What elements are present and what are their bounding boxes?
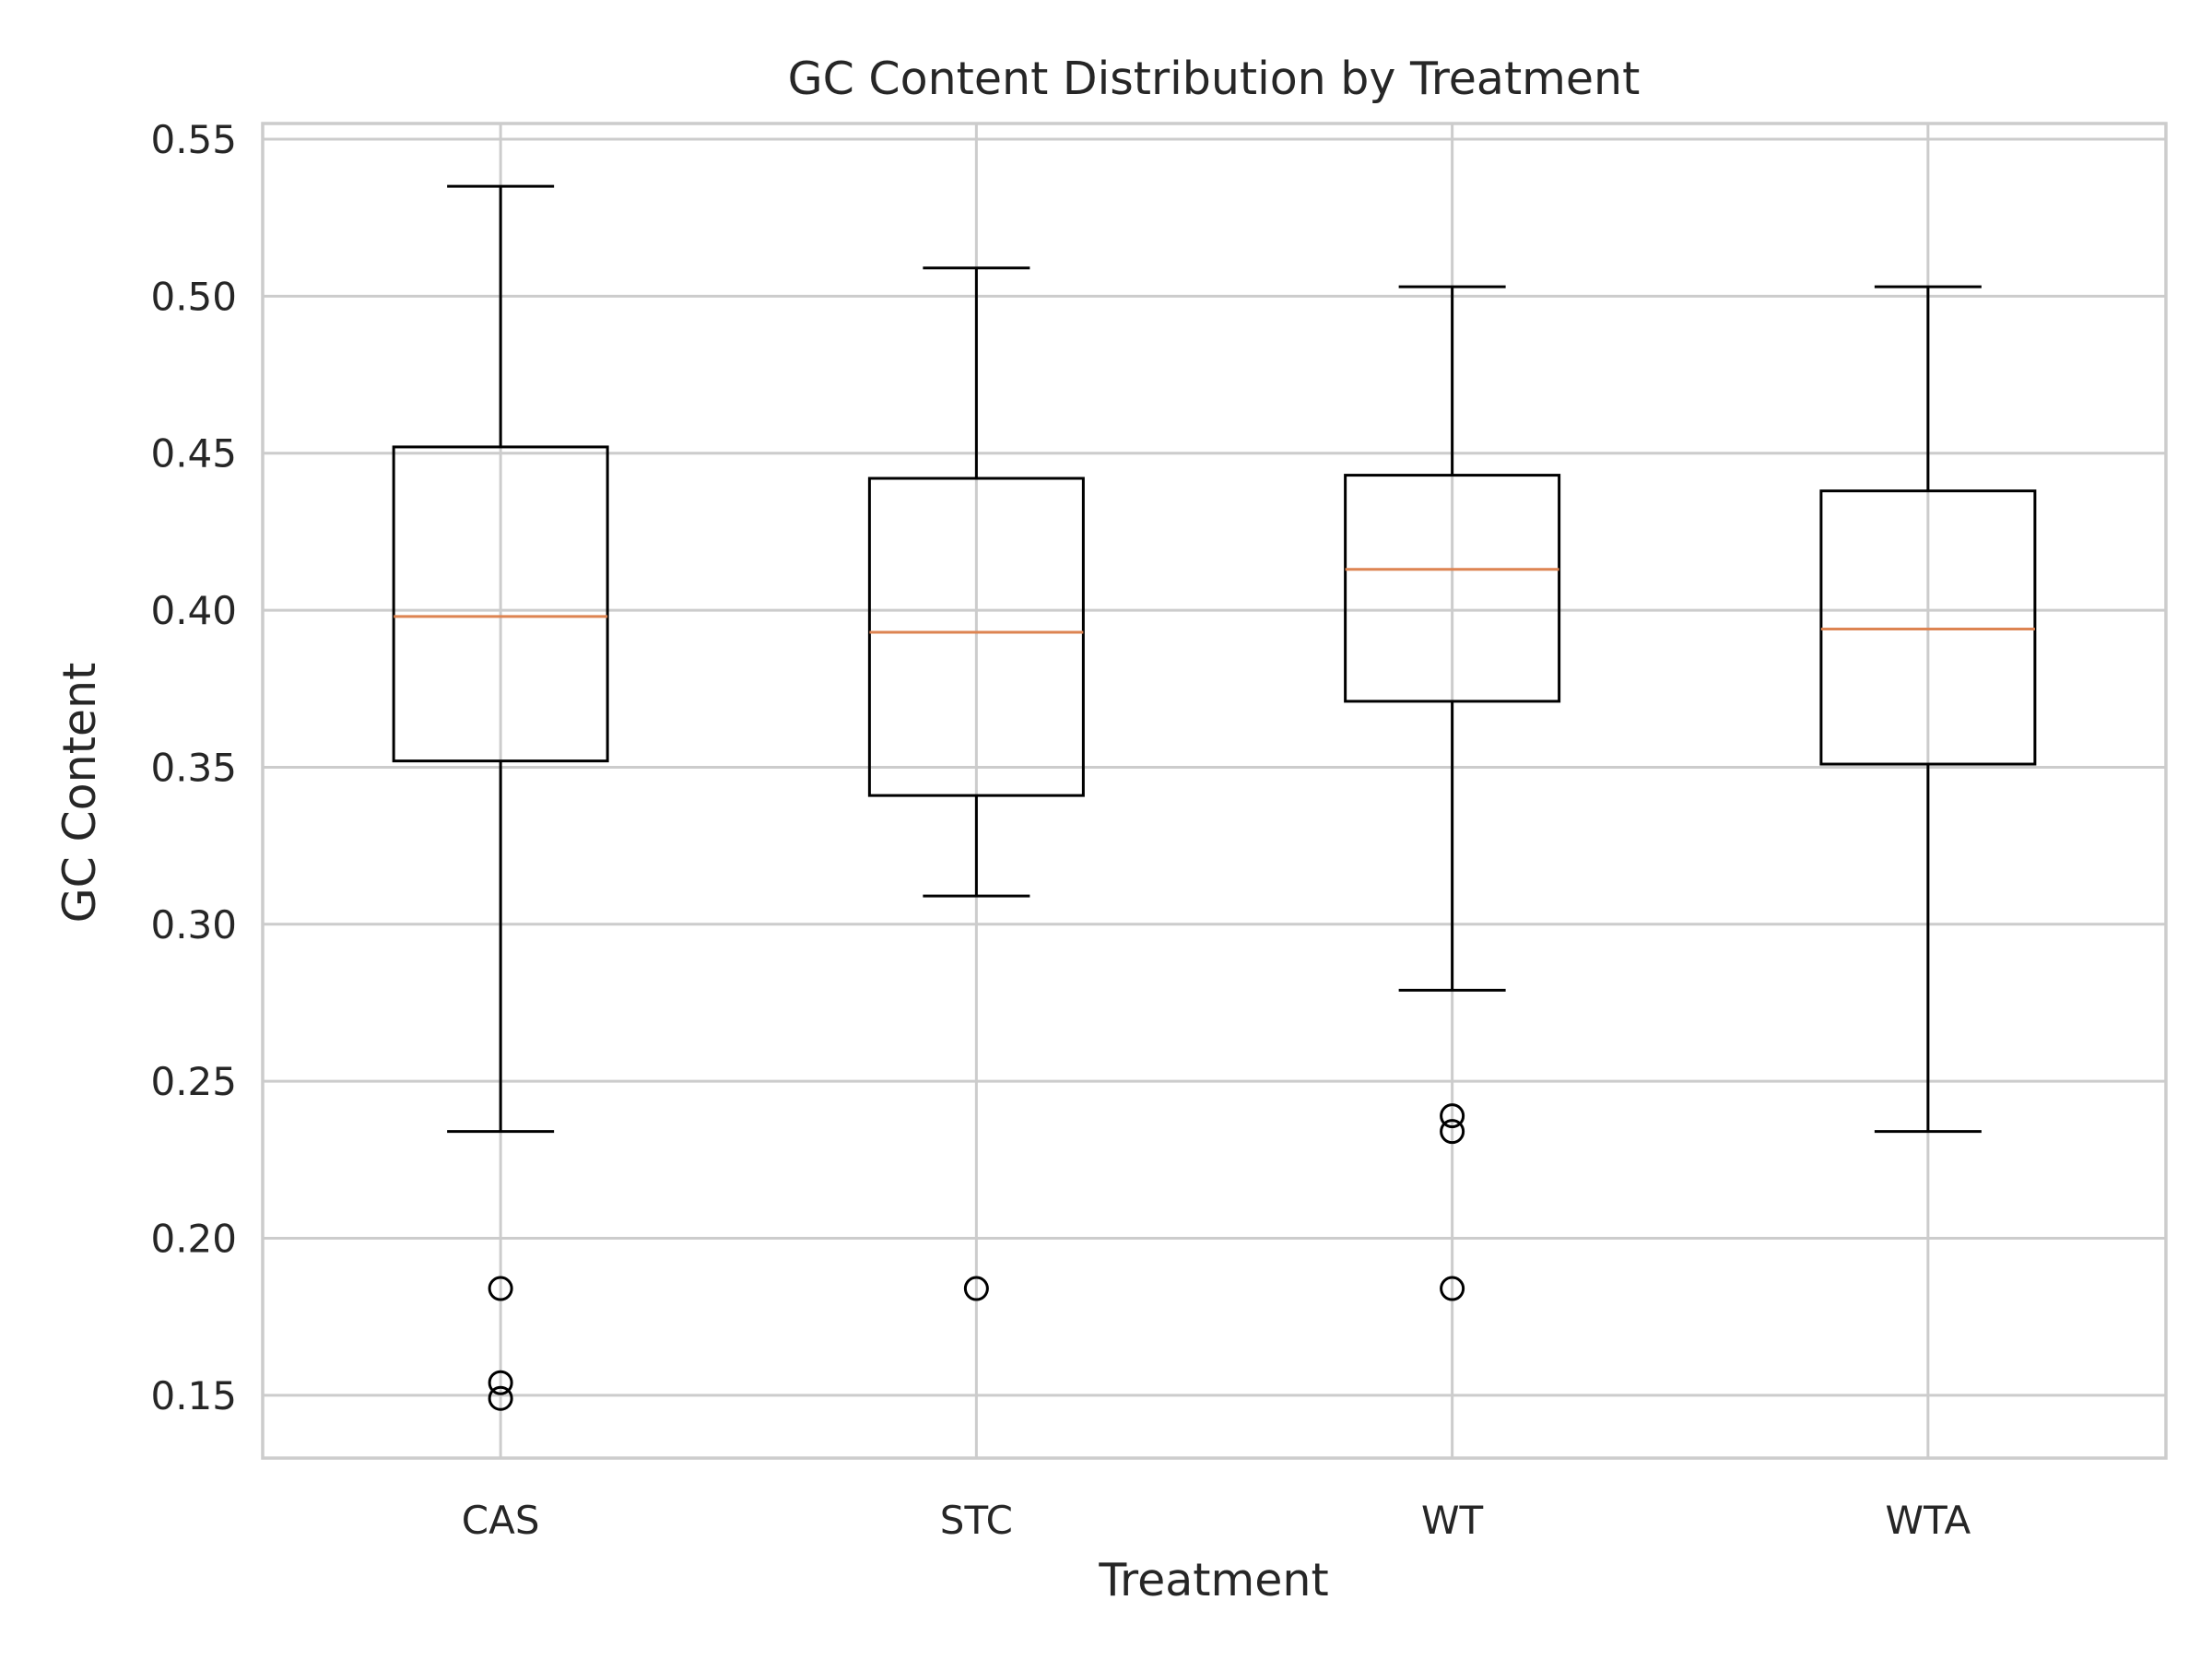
iqr-box bbox=[392, 445, 609, 763]
box-wt bbox=[1344, 285, 1561, 1301]
outlier-point bbox=[963, 1276, 989, 1301]
boxes bbox=[392, 184, 2037, 1411]
y-tick-label: 0.40 bbox=[150, 588, 237, 633]
outlier-point bbox=[1440, 1119, 1465, 1145]
iqr-box bbox=[1344, 474, 1561, 703]
x-tick-label-cas: CAS bbox=[462, 1498, 540, 1543]
iqr-box bbox=[867, 477, 1085, 797]
plot-frame bbox=[261, 122, 2168, 1460]
outlier-point bbox=[1440, 1103, 1465, 1129]
box-stc bbox=[867, 266, 1085, 1301]
box-cas bbox=[392, 184, 609, 1411]
y-tick-label: 0.50 bbox=[150, 274, 237, 319]
y-tick-label: 0.20 bbox=[150, 1217, 237, 1262]
x-tick-label-wta: WTA bbox=[1886, 1498, 1971, 1543]
box-wta bbox=[1819, 285, 2037, 1134]
y-tick-label: 0.45 bbox=[150, 431, 237, 477]
outlier-point bbox=[488, 1370, 513, 1395]
y-tick-label: 0.35 bbox=[150, 745, 237, 790]
x-tick-label-wt: WT bbox=[1421, 1498, 1484, 1543]
y-axis-label: GC Content bbox=[53, 663, 106, 924]
y-tick-label: 0.30 bbox=[150, 902, 237, 947]
outlier-point bbox=[488, 1276, 513, 1301]
chart-title: GC Content Distribution by Treatment bbox=[788, 53, 1641, 105]
y-tick-labels: 0.15 0.20 0.25 0.30 0.35 0.40 0.45 0.50 0.55 bbox=[150, 117, 237, 1418]
y-tick-label: 0.55 bbox=[150, 117, 237, 162]
iqr-box bbox=[1819, 489, 2037, 766]
x-tick-labels: CAS STC WT WTA bbox=[462, 1498, 1971, 1543]
grid-lines bbox=[263, 124, 2166, 1458]
x-axis-label: Treatment bbox=[1098, 1554, 1328, 1606]
outlier-point bbox=[488, 1385, 513, 1411]
y-tick-label: 0.15 bbox=[150, 1373, 237, 1418]
x-tick-label-stc: STC bbox=[940, 1498, 1013, 1543]
outlier-point bbox=[1440, 1276, 1465, 1301]
y-tick-label: 0.25 bbox=[150, 1059, 237, 1104]
